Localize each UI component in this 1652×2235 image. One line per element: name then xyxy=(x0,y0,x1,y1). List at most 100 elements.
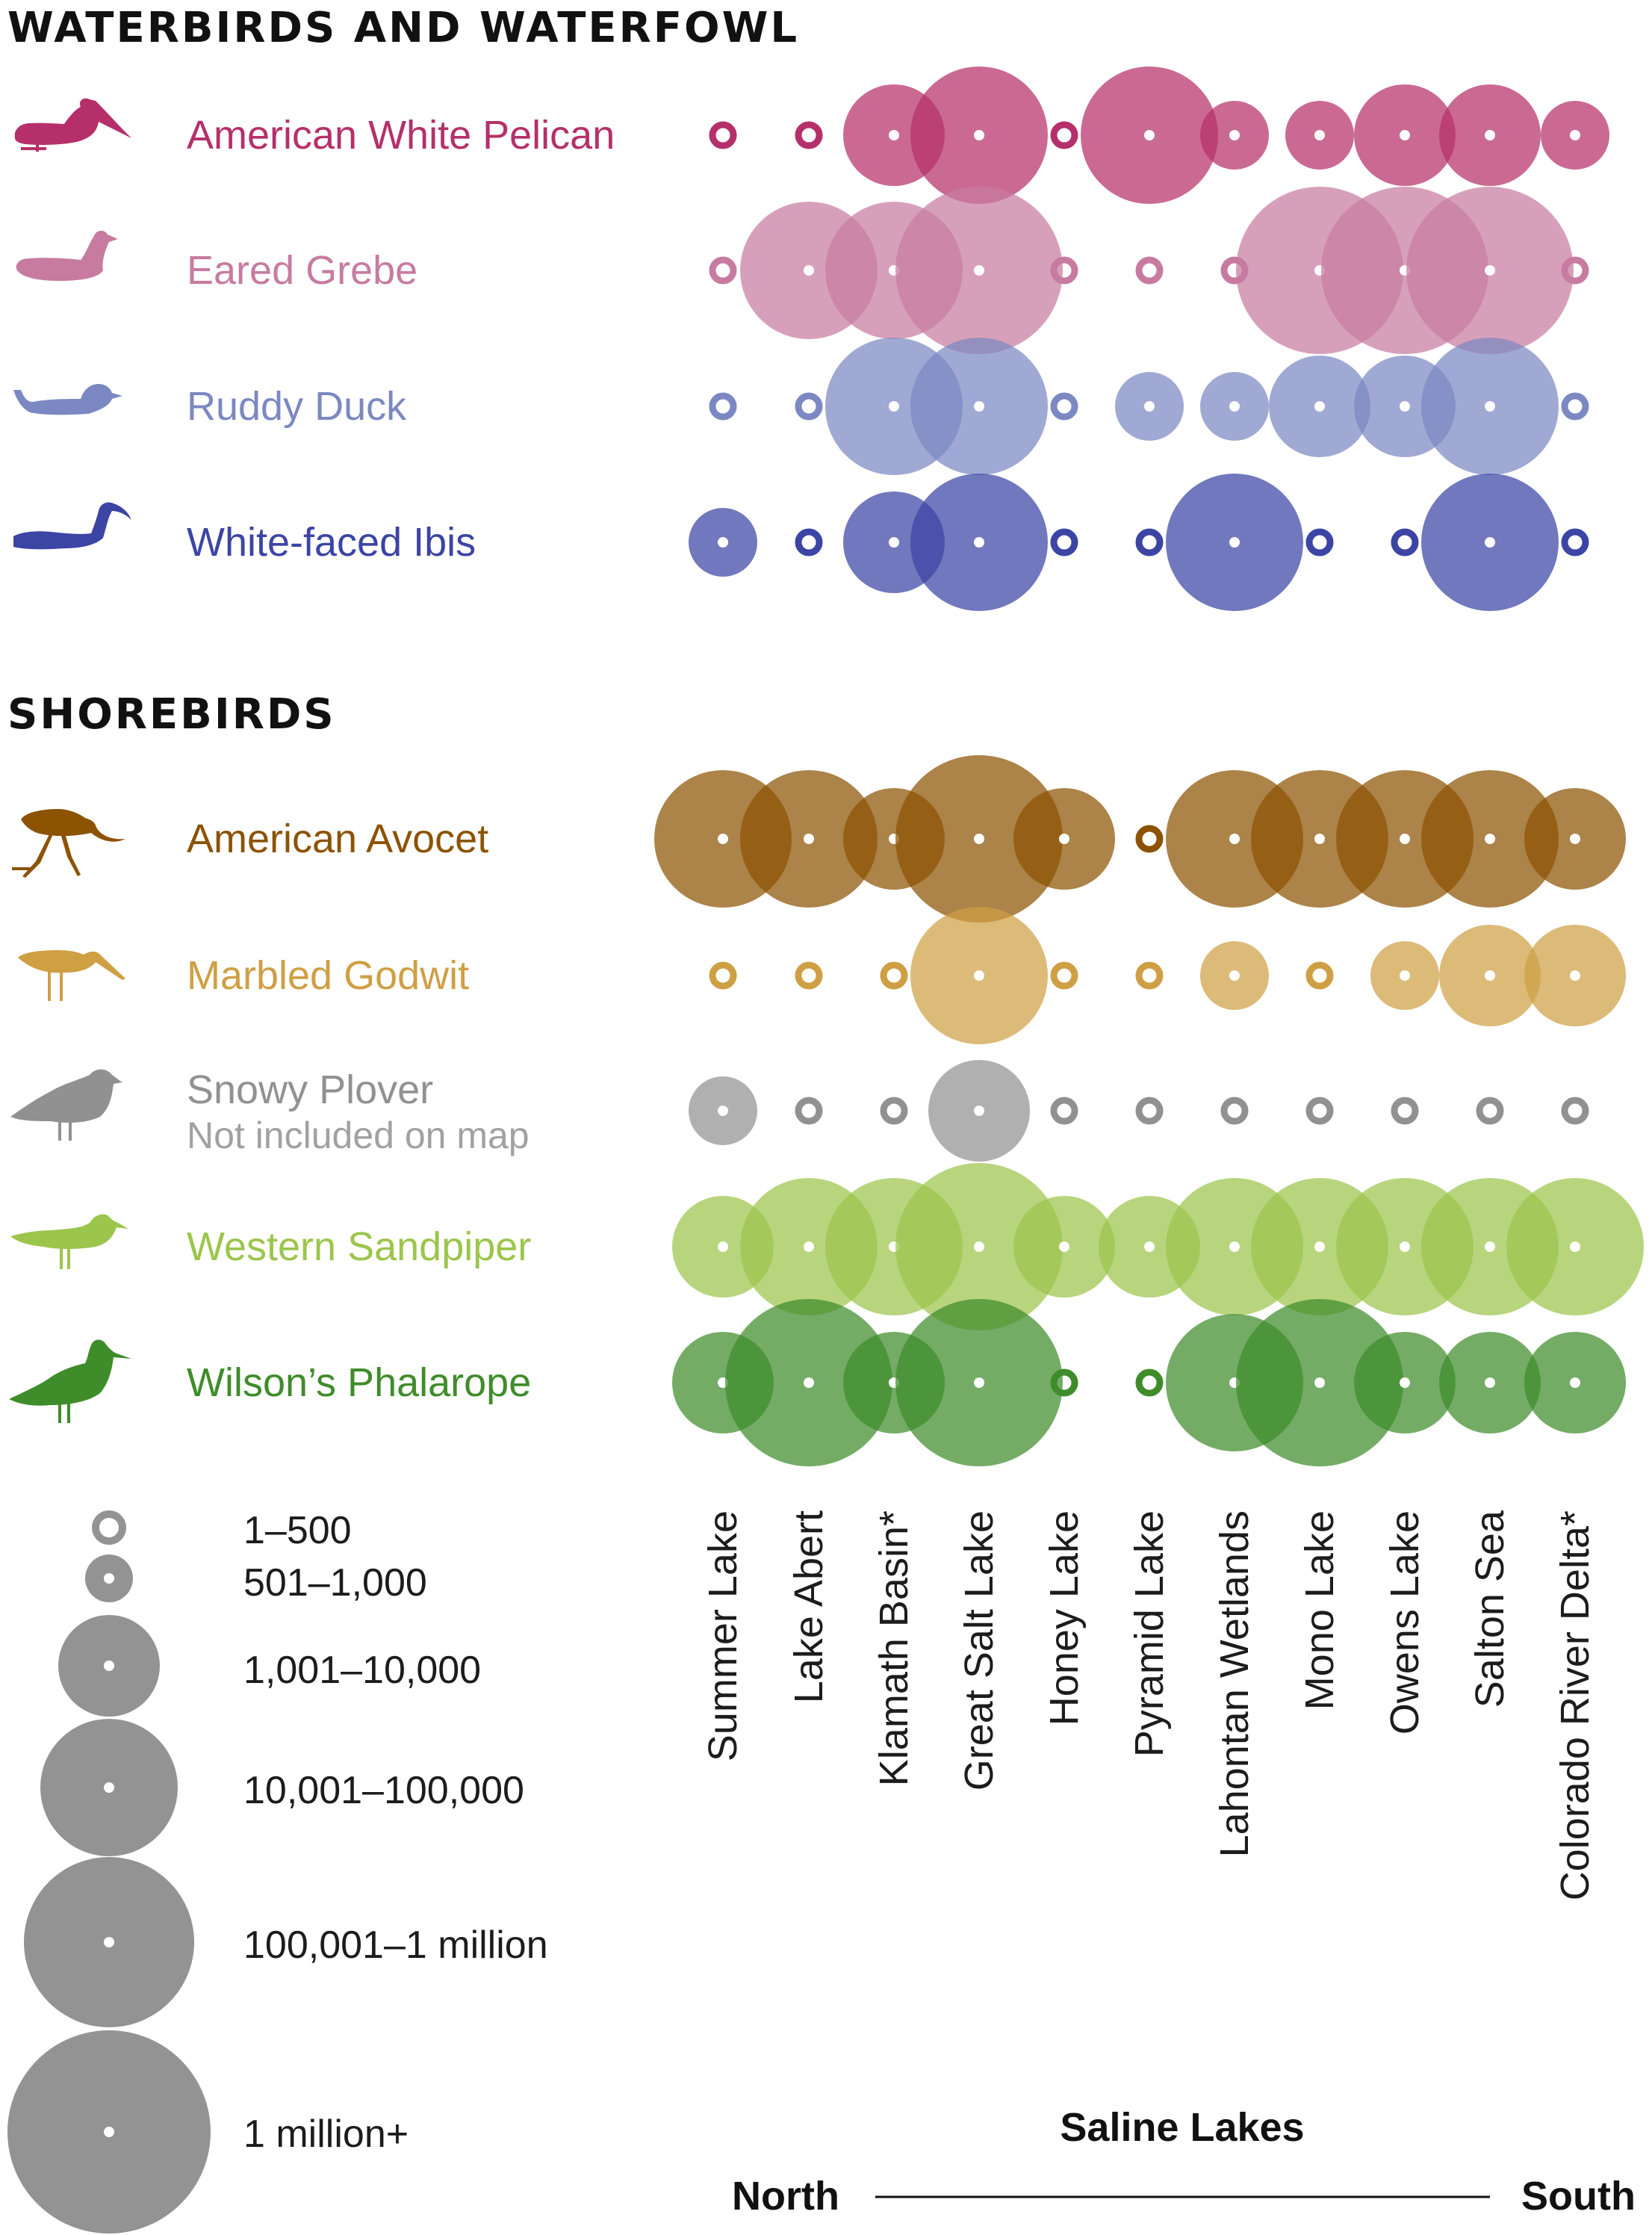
bubble-mark xyxy=(1050,121,1078,149)
bubble-center-dot xyxy=(1229,970,1240,981)
species-row: Marbled Godwit xyxy=(18,907,1626,1044)
bubble-mark xyxy=(1391,1097,1419,1125)
bubble-mark xyxy=(880,961,908,990)
lake-label: Mono Lake xyxy=(1297,1510,1342,1710)
bubble-center-dot xyxy=(1570,970,1580,981)
bubble-center-dot xyxy=(1314,130,1325,140)
avocet-icon xyxy=(12,809,125,878)
bubble-mark xyxy=(1135,961,1164,990)
lake-label: Honey Lake xyxy=(1042,1510,1087,1726)
lake-label: Colorado River Delta* xyxy=(1553,1510,1597,1900)
bubble-mark xyxy=(709,121,737,149)
legend-label: 1 million+ xyxy=(243,2112,409,2156)
species-name: American Avocet xyxy=(187,816,488,861)
bubble-center-dot xyxy=(974,265,984,276)
legend-bubble-dot xyxy=(104,1573,114,1584)
bubble-mark xyxy=(1561,528,1589,557)
bubble-center-dot xyxy=(1059,834,1069,844)
bubble-center-dot xyxy=(889,130,899,140)
legend-label: 100,001–1 million xyxy=(243,1924,548,1967)
ibis-icon xyxy=(13,502,131,550)
bubble-center-dot xyxy=(1144,130,1155,140)
bubble-mark xyxy=(1305,1097,1334,1125)
species-name: Eared Grebe xyxy=(187,248,417,293)
bubble-mark xyxy=(795,528,823,557)
bubble-mark xyxy=(1305,961,1334,990)
bubble-center-dot xyxy=(1229,537,1240,548)
bubble-mark xyxy=(795,1097,823,1125)
phalarope-icon xyxy=(9,1339,131,1423)
bubble-center-dot xyxy=(1570,1377,1580,1388)
species-name: Marbled Godwit xyxy=(187,953,469,998)
bubble-center-dot xyxy=(1144,1242,1155,1252)
bubble-mark xyxy=(795,392,823,421)
axis-start-label: North xyxy=(732,2174,839,2219)
species-row: Ruddy Duck xyxy=(13,338,1589,475)
bubble-center-dot xyxy=(718,834,728,844)
bubble-center-dot xyxy=(1400,401,1410,412)
sandpiper-icon xyxy=(10,1214,128,1269)
bubble-center-dot xyxy=(974,130,984,140)
bubble-center-dot xyxy=(1144,401,1155,412)
bubble-mark xyxy=(1050,1097,1078,1125)
godwit-icon xyxy=(18,950,125,1001)
species-row: Wilson’s Phalarope xyxy=(9,1299,1626,1466)
bubble-center-dot xyxy=(1229,1242,1240,1252)
lake-label: Summer Lake xyxy=(701,1510,745,1761)
species-name: Western Sandpiper xyxy=(187,1224,531,1269)
species-name: Wilson’s Phalarope xyxy=(187,1360,531,1405)
lake-label: Klamath Basin* xyxy=(872,1510,916,1786)
species-name: Snowy Plover xyxy=(187,1067,433,1112)
bubble-mark xyxy=(795,121,823,149)
bubble-center-dot xyxy=(1400,1377,1410,1388)
bubble-mark xyxy=(1135,528,1164,557)
lake-label: Pyramid Lake xyxy=(1127,1510,1172,1757)
bubble-mark xyxy=(1391,528,1419,557)
bubble-center-dot xyxy=(718,1106,728,1116)
bubble-center-dot xyxy=(974,1242,984,1252)
bubble-center-dot xyxy=(1485,265,1495,276)
bubble-center-dot xyxy=(1314,1377,1325,1388)
bubble-center-dot xyxy=(889,401,899,412)
size-legend-item: 1 million+ xyxy=(7,2030,409,2234)
bubble-center-dot xyxy=(1485,1242,1495,1252)
bubble-center-dot xyxy=(1229,130,1240,140)
bubble-mark xyxy=(1561,256,1589,285)
bubble-center-dot xyxy=(1400,834,1410,844)
bubble-mark xyxy=(1561,392,1589,421)
legend-bubble xyxy=(92,1510,126,1545)
bubble-mark xyxy=(1050,528,1078,557)
bubble-mark xyxy=(880,1097,908,1125)
bubble-center-dot xyxy=(1314,401,1325,412)
bubble-center-dot xyxy=(1400,1242,1410,1252)
lake-label: Lahontan Wetlands xyxy=(1212,1510,1257,1857)
bubble-center-dot xyxy=(974,834,984,844)
species-row: Western Sandpiper xyxy=(10,1163,1644,1330)
bubble-center-dot xyxy=(974,1106,984,1116)
bubble-center-dot xyxy=(1229,401,1240,412)
bubble-center-dot xyxy=(1485,537,1495,548)
legend-bubble-dot xyxy=(105,1523,114,1532)
bubble-mark xyxy=(1050,961,1078,990)
bubble-mark xyxy=(1050,1368,1078,1397)
species-row: American White Pelican xyxy=(14,66,1609,204)
bubble-center-dot xyxy=(1485,1377,1495,1388)
bubble-mark xyxy=(1135,825,1164,853)
bubble-center-dot xyxy=(1229,834,1240,844)
bubble-center-dot xyxy=(1059,1242,1069,1252)
section-title: WATERBIRDS AND WATERFOWL xyxy=(7,4,799,52)
bubble-center-dot xyxy=(1314,834,1325,844)
bubble-center-dot xyxy=(718,1242,728,1252)
size-legend-item: 1–500 xyxy=(92,1509,352,1552)
bubble-center-dot xyxy=(1485,970,1495,981)
axis-end-label: South xyxy=(1521,2174,1636,2219)
legend-label: 1–500 xyxy=(243,1509,352,1552)
axis-title: Saline Lakes xyxy=(1060,2105,1304,2150)
bubble-mark xyxy=(1135,1368,1164,1397)
bubble-mark xyxy=(1476,1097,1504,1125)
bubble-center-dot xyxy=(974,1377,984,1388)
legend-bubble-dot xyxy=(104,1661,114,1671)
bubble-center-dot xyxy=(804,1377,814,1388)
